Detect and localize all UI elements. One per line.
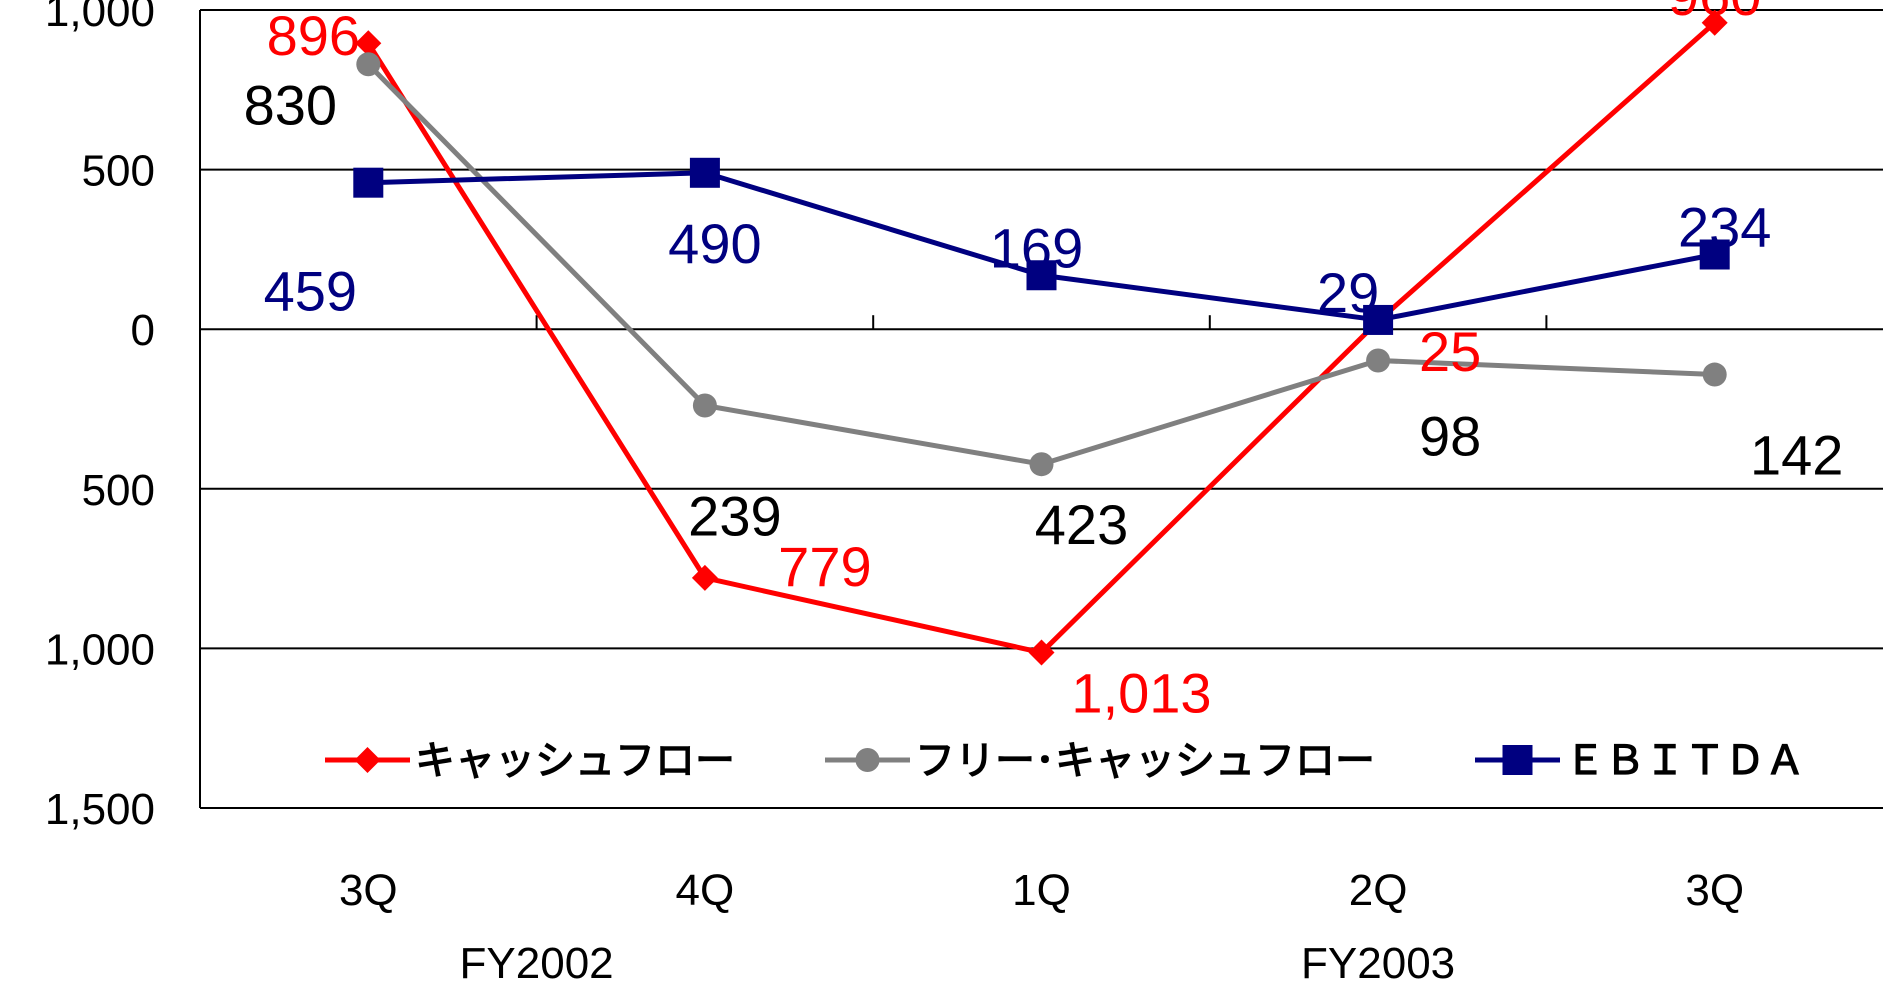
- data-point: [1026, 260, 1057, 291]
- x-tick-label: 3Q: [1685, 866, 1744, 915]
- data-label: 98: [1419, 404, 1481, 467]
- data-point: [691, 564, 718, 591]
- data-label: 490: [668, 212, 761, 275]
- x-tick-label: 3Q: [339, 866, 398, 915]
- data-label: 896: [267, 4, 360, 67]
- data-point: [355, 30, 382, 57]
- data-label: 239: [688, 484, 781, 547]
- series-line: [366, 20, 1717, 656]
- data-labels: 896 779 1,013 25 960 830 239 423 98 142 459 490 169 2…: [244, 0, 1844, 725]
- legend-label: フリー･キャッシュフロー: [915, 738, 1375, 784]
- data-label: 423: [1035, 493, 1128, 556]
- x-group-label: FY2002: [460, 939, 614, 984]
- y-tick-label: 500: [82, 466, 155, 515]
- data-point: [689, 157, 720, 188]
- legend-marker: [1502, 745, 1533, 775]
- legend-label: キャッシュフロー: [415, 738, 735, 784]
- data-point: [1028, 639, 1055, 666]
- plot-frame: [199, 10, 1883, 809]
- data-point: [1363, 304, 1394, 335]
- x-tick-label: 2Q: [1349, 866, 1408, 915]
- y-tick-label: 0: [131, 306, 155, 355]
- series-markers: [353, 9, 1730, 666]
- data-point: [356, 52, 381, 77]
- data-label: 234: [1678, 196, 1771, 259]
- data-label: 830: [244, 73, 337, 136]
- legend-marker: [855, 748, 880, 772]
- data-label: 1,013: [1071, 662, 1211, 725]
- y-axis-ticks: 1,000 500 0 500 1,000 1,500: [45, 0, 155, 834]
- data-point: [692, 393, 717, 418]
- data-label: 459: [264, 260, 357, 323]
- data-label: 169: [990, 216, 1083, 279]
- data-point: [1702, 362, 1727, 387]
- x-tick-label: 4Q: [676, 866, 735, 915]
- data-label: 960: [1668, 0, 1761, 27]
- data-label: 779: [778, 535, 871, 598]
- data-point: [1699, 239, 1730, 270]
- data-point: [1701, 9, 1728, 36]
- data-label: 25: [1419, 320, 1481, 383]
- legend-label: ＥＢＩＴＤＡ: [1565, 738, 1805, 784]
- legend: キャッシュフロー フリー･キャッシュフロー ＥＢＩＴＤＡ: [325, 738, 1805, 784]
- x-tick-label: 1Q: [1012, 866, 1071, 915]
- data-point: [353, 167, 384, 198]
- y-tick-label: 1,500: [45, 785, 155, 834]
- data-label: 29: [1317, 261, 1379, 324]
- y-tick-label: 1,000: [45, 625, 155, 674]
- y-tick-label: 500: [82, 147, 155, 196]
- x-group-label: FY2003: [1301, 939, 1455, 984]
- x-axis-ticks: 3Q 4Q 1Q 2Q 3Q FY2002 FY2003: [339, 315, 1744, 984]
- series-lines: [366, 20, 1717, 656]
- data-point: [1366, 348, 1391, 373]
- y-tick-label: 1,000: [45, 0, 155, 36]
- data-point: [1029, 452, 1054, 477]
- legend-marker: [354, 747, 381, 773]
- data-label: 142: [1750, 424, 1843, 487]
